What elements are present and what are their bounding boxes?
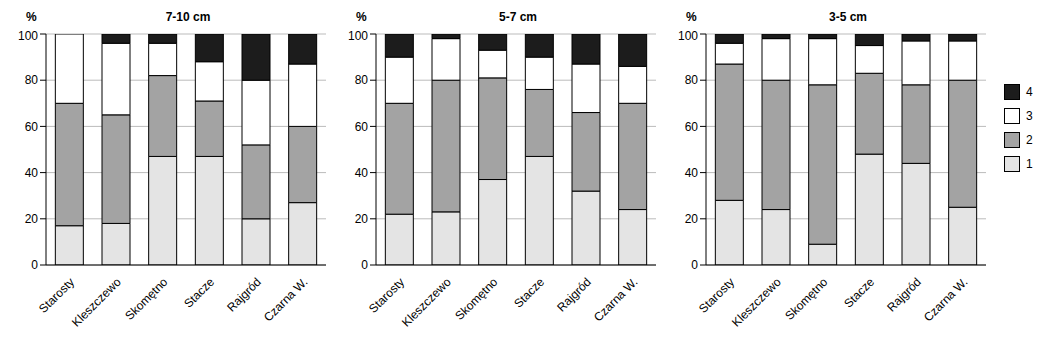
svg-text:Skomętno: Skomętno [782, 275, 830, 323]
svg-text:Starosty: Starosty [36, 275, 77, 316]
svg-text:100: 100 [678, 29, 698, 43]
svg-text:Rajgród: Rajgród [224, 275, 264, 315]
svg-text:Kleszczewo: Kleszczewo [399, 275, 454, 330]
svg-text:Czarna W.: Czarna W. [591, 275, 641, 325]
svg-text:80: 80 [685, 73, 699, 87]
svg-text:Rajgród: Rajgród [884, 275, 924, 315]
html-text:3: 3 [1026, 109, 1033, 123]
html-text:5-7 cm: 5-7 cm [499, 10, 537, 24]
svg-text:60: 60 [355, 120, 369, 134]
svg-text:100: 100 [348, 29, 368, 43]
svg-text:60: 60 [25, 120, 39, 134]
svg-text:Czarna W.: Czarna W. [261, 275, 311, 325]
svg-text:0: 0 [361, 258, 368, 272]
svg-text:Starosty: Starosty [366, 275, 407, 316]
html-text:2: 2 [1026, 133, 1033, 147]
svg-text:Rajgród: Rajgród [554, 275, 594, 315]
svg-text:60: 60 [685, 120, 699, 134]
svg-text:Skomętno: Skomętno [452, 275, 500, 323]
svg-text:40: 40 [25, 166, 39, 180]
svg-text:20: 20 [685, 212, 699, 226]
html-text:7-10 cm: 7-10 cm [165, 10, 211, 24]
svg-text:Kleszczewo: Kleszczewo [729, 275, 784, 330]
svg-text:40: 40 [355, 166, 369, 180]
svg-text:Stacze: Stacze [841, 275, 877, 311]
html-text:4: 4 [1026, 85, 1033, 99]
svg-text:0: 0 [31, 258, 38, 272]
svg-text:Stacze: Stacze [511, 275, 547, 311]
svg-text:20: 20 [355, 212, 369, 226]
svg-text:Czarna W.: Czarna W. [921, 275, 971, 325]
html-text:1: 1 [1026, 157, 1033, 171]
svg-text:80: 80 [355, 73, 369, 87]
svg-text:Stacze: Stacze [181, 275, 217, 311]
svg-text:Starosty: Starosty [696, 275, 737, 316]
svg-text:Kleszczewo: Kleszczewo [69, 275, 124, 330]
svg-text:Skomętno: Skomętno [122, 275, 170, 323]
html-text:3-5 cm: 3-5 cm [829, 10, 867, 24]
svg-text:100: 100 [18, 29, 38, 43]
svg-text:80: 80 [25, 73, 39, 87]
svg-text:20: 20 [25, 212, 39, 226]
svg-text:0: 0 [691, 258, 698, 272]
svg-text:40: 40 [685, 166, 699, 180]
